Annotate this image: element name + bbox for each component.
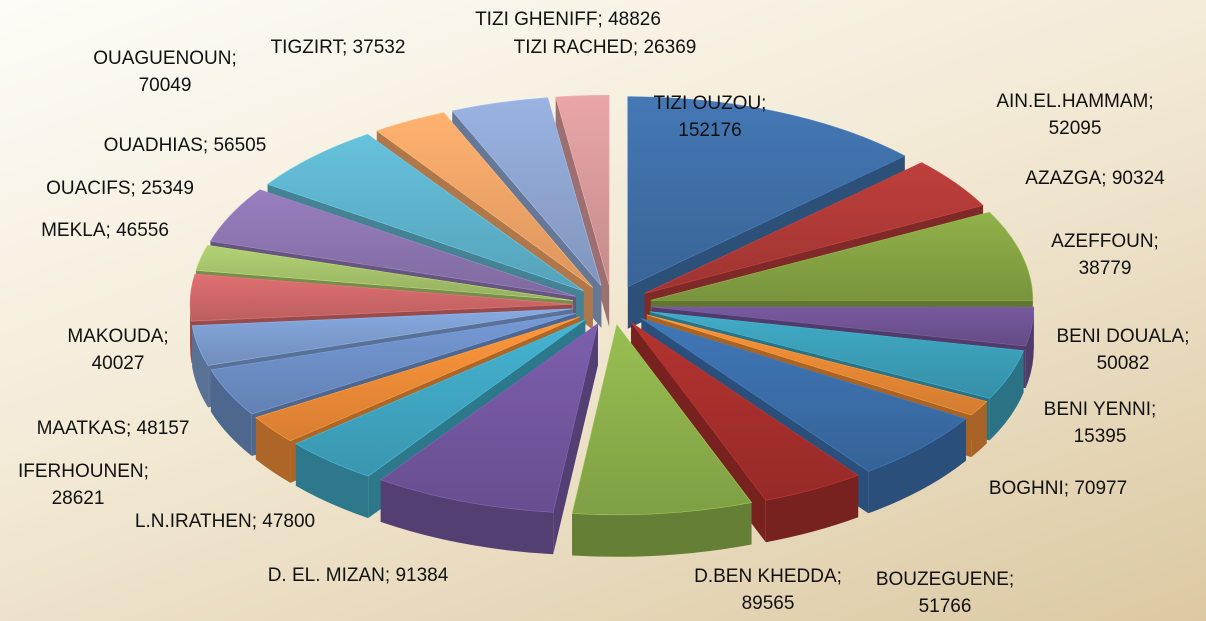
- data-label: BENI YENNI; 15395: [1043, 399, 1157, 447]
- data-label: TIZI RACHED; 26369: [513, 37, 697, 58]
- data-label: TIZI OUZOU; 152176: [653, 93, 767, 141]
- slice: [451, 97, 602, 287]
- data-label: TIGZIRT; 37532: [270, 37, 406, 58]
- data-label: MAATKAS; 48157: [36, 418, 190, 439]
- slice-side: [255, 316, 580, 460]
- slice: [571, 324, 753, 516]
- slice: [209, 189, 577, 297]
- slice: [195, 244, 574, 301]
- data-label: AZEFFOUN; 38779: [1051, 231, 1159, 279]
- data-label: D. EL. MIZAN; 91384: [267, 565, 449, 586]
- slice: [651, 306, 1035, 347]
- slice: [376, 112, 594, 288]
- data-label: OUACIFS; 25349: [46, 178, 194, 199]
- data-label: OUADHIAS; 56505: [103, 135, 267, 156]
- slice: [189, 273, 573, 322]
- slice-wall: [380, 479, 554, 555]
- slice-wall: [192, 325, 209, 408]
- data-label: L.N.IRATHEN; 47800: [134, 511, 316, 532]
- slice: [191, 308, 573, 366]
- slice: [630, 322, 859, 501]
- slice: [295, 319, 586, 477]
- data-label: MAKOUDA; 40027: [67, 326, 169, 374]
- slice-wall: [255, 417, 291, 483]
- slice: [644, 162, 984, 294]
- slice-wall: [210, 369, 252, 457]
- slice: [627, 96, 906, 288]
- data-label: MEKLA; 46556: [41, 220, 169, 241]
- slice: [255, 316, 580, 442]
- slice: [380, 322, 599, 513]
- slice-wall: [868, 418, 966, 514]
- slice: [650, 211, 1034, 301]
- data-label: AIN.EL.HAMMAM; 52095: [996, 91, 1154, 139]
- slice-wall: [989, 350, 1024, 441]
- slice: [555, 94, 610, 286]
- slice: [266, 133, 584, 292]
- slice: [649, 311, 1024, 399]
- data-label: BOGHNI; 70977: [988, 478, 1128, 499]
- data-label: IFERHOUNEN; 28621: [18, 461, 149, 509]
- data-label: BOUZEGUENE; 51766: [875, 569, 1015, 617]
- slice: [641, 318, 967, 472]
- data-label: D.BEN KHEDDA; 89565: [694, 566, 842, 614]
- data-label: AZAZGA; 90324: [1025, 168, 1165, 189]
- slice-wall: [765, 475, 859, 543]
- slice: [210, 313, 576, 415]
- slice-side: [553, 323, 598, 555]
- slice-wall: [572, 502, 752, 557]
- data-label: BENI DOUALA; 50082: [1056, 326, 1190, 374]
- slice-wall: [295, 443, 369, 519]
- slice-wall: [971, 401, 987, 458]
- slice: [646, 314, 988, 416]
- data-label: OUAGUENOUN; 70049: [93, 48, 237, 96]
- data-label: TIZI GHENIFF; 48826: [475, 9, 661, 30]
